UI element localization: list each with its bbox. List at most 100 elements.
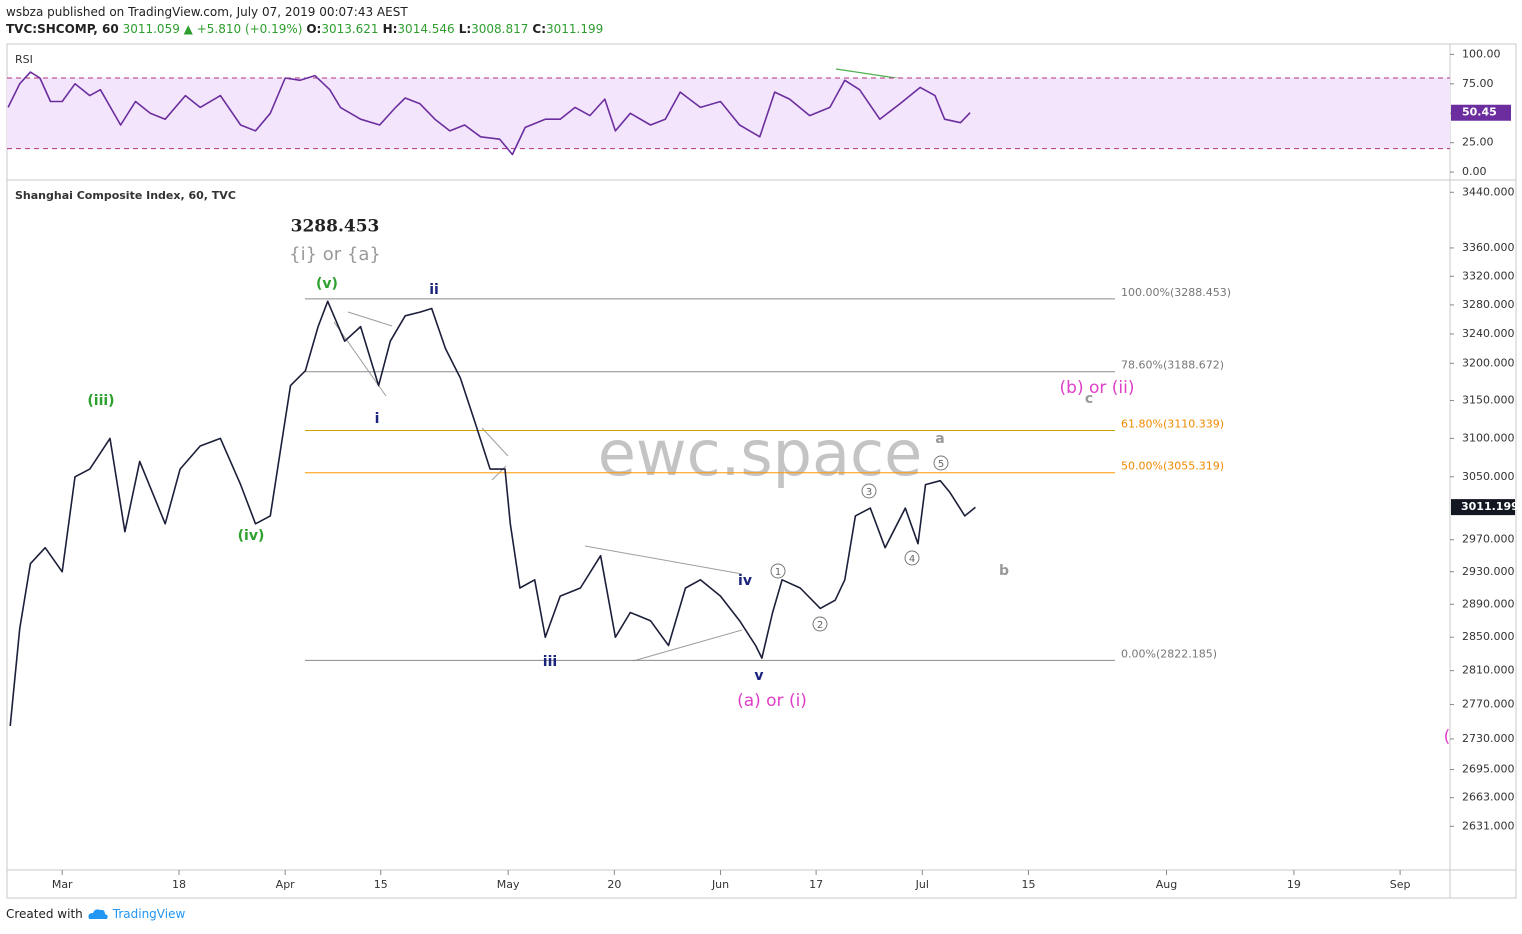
x-tick-label: Jun bbox=[711, 878, 729, 891]
wave-label: (a) or (i) bbox=[737, 691, 807, 711]
y-tick-label: 2850.000 bbox=[1462, 630, 1515, 643]
wave-label: c bbox=[1085, 391, 1093, 407]
y-tick-label: 2810.000 bbox=[1462, 664, 1515, 677]
y-tick-label: 2730.000 bbox=[1462, 732, 1515, 745]
wave-number: 3 bbox=[866, 487, 872, 498]
wave-label: v bbox=[754, 668, 763, 684]
x-tick-label: 20 bbox=[607, 878, 621, 891]
fib-label: 100.00%(3288.453) bbox=[1121, 286, 1231, 299]
x-tick-label: May bbox=[497, 878, 520, 891]
x-tick-label: 15 bbox=[374, 878, 388, 891]
fib-label: 61.80%(3110.339) bbox=[1121, 418, 1224, 431]
y-tick-label: 3200.000 bbox=[1462, 356, 1515, 369]
price-title: Shanghai Composite Index, 60, TVC bbox=[15, 189, 236, 202]
y-tick-label: 3240.000 bbox=[1462, 327, 1515, 340]
wave-label: a bbox=[935, 431, 944, 447]
ohlc-label: C: bbox=[532, 22, 547, 36]
x-tick-label: Apr bbox=[276, 878, 296, 891]
trendline bbox=[347, 311, 393, 327]
y-tick-label: 2970.000 bbox=[1462, 533, 1515, 546]
price-watermark: ewc.space bbox=[598, 417, 923, 490]
y-tick-label: 2663.000 bbox=[1462, 791, 1515, 804]
frame bbox=[6, 43, 1517, 899]
wave-number: 4 bbox=[909, 554, 915, 565]
x-tick-label: 17 bbox=[809, 878, 823, 891]
change: ▲ +5.810 (+0.19%) bbox=[183, 22, 303, 36]
rsi-last-box bbox=[1451, 104, 1511, 121]
series-line bbox=[9, 300, 976, 727]
ohlc: O:3013.621 H:3014.546 L:3008.817 C:3011.199 bbox=[306, 22, 607, 36]
wave-number: 5 bbox=[938, 459, 944, 470]
ohlc-label: H: bbox=[382, 22, 398, 36]
fib-label: 78.60%(3188.672) bbox=[1121, 359, 1224, 372]
footer: Created with TradingView bbox=[6, 907, 185, 921]
trendline bbox=[584, 545, 743, 575]
y-tick-label: 3360.000 bbox=[1462, 241, 1515, 254]
wave-label: (iii) bbox=[87, 393, 114, 409]
fib-label: 0.00%(2822.185) bbox=[1121, 647, 1217, 660]
wave-circle bbox=[812, 616, 828, 632]
wave-label: 3288.453 bbox=[291, 217, 380, 237]
brand: TradingView bbox=[112, 907, 186, 921]
ohlc-value: 3014.546 bbox=[397, 22, 455, 36]
logo bbox=[88, 909, 108, 919]
y-tick-label: 2770.000 bbox=[1462, 698, 1515, 711]
x-tick-label: Mar bbox=[52, 878, 73, 891]
wave-number: 1 bbox=[775, 567, 781, 578]
wave-circle bbox=[904, 550, 920, 566]
y-tick-label: 2890.000 bbox=[1462, 597, 1515, 610]
last: 3011.059 bbox=[122, 22, 180, 36]
y-tick-label: 25.00 bbox=[1462, 136, 1494, 149]
rsi-band bbox=[7, 77, 1450, 149]
y-tick-label: 2695.000 bbox=[1462, 762, 1515, 775]
y-tick-label: 2930.000 bbox=[1462, 565, 1515, 578]
y-tick-label: 3280.000 bbox=[1462, 298, 1515, 311]
ohlc-label: L: bbox=[458, 22, 472, 36]
header: wsbza published on TradingView.com, July… bbox=[6, 4, 607, 38]
wave-label: ( bbox=[1444, 727, 1451, 747]
wave-label: ii bbox=[429, 282, 439, 298]
ohlc-value: 3011.199 bbox=[546, 22, 604, 36]
trendline bbox=[481, 427, 509, 457]
wave-label: (b) or (ii) bbox=[1060, 378, 1135, 398]
y-tick-label: 3150.000 bbox=[1462, 394, 1515, 407]
last-price-label: 3011.199 bbox=[1461, 500, 1519, 513]
wave-label: iv bbox=[738, 573, 752, 589]
y-tick-label: 3320.000 bbox=[1462, 269, 1515, 282]
ohlc-value: 3008.817 bbox=[471, 22, 529, 36]
y-tick-label: 2631.000 bbox=[1462, 819, 1515, 832]
ohlc-value: 3013.621 bbox=[321, 22, 379, 36]
wave-label: (iv) bbox=[238, 528, 265, 544]
y-tick-label: 75.00 bbox=[1462, 77, 1494, 90]
created-with: Created with bbox=[6, 907, 83, 921]
x-tick-label: 15 bbox=[1021, 878, 1035, 891]
x-tick-label: Sep bbox=[1390, 878, 1411, 891]
wave-label: {i} or {a} bbox=[289, 244, 381, 265]
trendline bbox=[632, 629, 743, 662]
wave-circle bbox=[770, 563, 786, 579]
ohlc-label: O: bbox=[306, 22, 322, 36]
symbol: TVC:SHCOMP, 60 bbox=[6, 22, 119, 36]
rsi-last-label: 50.45 bbox=[1462, 106, 1497, 119]
wave-label: b bbox=[999, 563, 1009, 579]
x-tick-label: 18 bbox=[172, 878, 186, 891]
y-tick-label: 3100.000 bbox=[1462, 431, 1515, 444]
symbol-line: TVC:SHCOMP, 60 3011.059 ▲ +5.810 (+0.19%… bbox=[6, 21, 607, 38]
y-tick-label: 3050.000 bbox=[1462, 470, 1515, 483]
series-line bbox=[7, 71, 971, 156]
x-tick-label: Aug bbox=[1156, 878, 1177, 891]
wave-circle bbox=[933, 455, 949, 471]
wave-label: iii bbox=[543, 654, 557, 670]
publisher: wsbza published on TradingView.com, July… bbox=[6, 5, 408, 19]
y-tick-label: 3440.000 bbox=[1462, 185, 1515, 198]
wave-label: (v) bbox=[316, 276, 338, 292]
wave-label: i bbox=[375, 411, 380, 427]
triangle-lines bbox=[333, 311, 743, 662]
y-tick-label: 100.00 bbox=[1462, 47, 1501, 60]
x-tick-label: 19 bbox=[1287, 878, 1301, 891]
last-price-box bbox=[1451, 499, 1515, 516]
x-tick-label: Jul bbox=[915, 878, 929, 891]
rsi-title: RSI bbox=[15, 53, 33, 66]
